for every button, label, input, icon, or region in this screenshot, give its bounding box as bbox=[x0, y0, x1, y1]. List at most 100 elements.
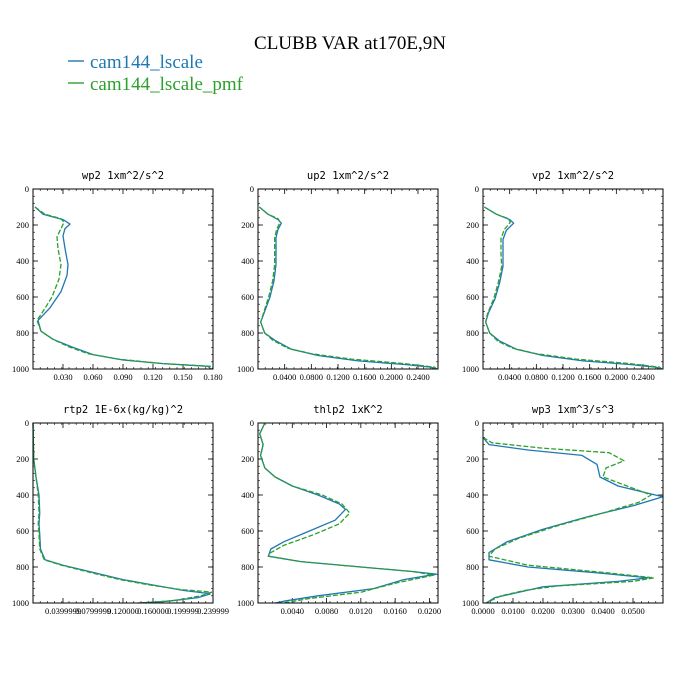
series-line-lscale bbox=[259, 422, 437, 604]
panel-title: vp2 1xm^2/s^2 bbox=[532, 170, 614, 182]
x-tick-label: 0.0040 bbox=[281, 606, 304, 616]
y-tick-label: 0 bbox=[250, 184, 254, 194]
panel-frame bbox=[32, 422, 214, 604]
panel-title: wp3 1xm^3/s^3 bbox=[532, 404, 614, 416]
x-tick-label: 0.2000 bbox=[605, 372, 628, 382]
series-line-lscale bbox=[34, 206, 212, 370]
y-tick-label: 0 bbox=[25, 418, 29, 428]
y-tick-label: 400 bbox=[466, 256, 479, 266]
y-tick-label: 800 bbox=[466, 562, 479, 572]
panel-6: wp3 1xm^3/s^3 0.0000 0.0100 0.0200 0.0300 0.0… bbox=[462, 404, 664, 616]
x-tick-label: 0.060 bbox=[83, 372, 102, 382]
series-line-lscale bbox=[483, 206, 660, 370]
series-line-lscale-pmf bbox=[258, 206, 438, 370]
y-tick-label: 1000 bbox=[12, 598, 29, 608]
x-tick-label: 0.0200 bbox=[531, 606, 554, 616]
panel-frame bbox=[257, 422, 439, 604]
y-tick-label: 400 bbox=[241, 256, 254, 266]
y-tick-label: 600 bbox=[241, 292, 254, 302]
x-tick-label: 0.0400 bbox=[498, 372, 521, 382]
y-tick-label: 200 bbox=[466, 220, 479, 230]
y-tick-label: 200 bbox=[241, 454, 254, 464]
x-tick-label: 0.0120 bbox=[349, 606, 372, 616]
x-tick-label: 0.030 bbox=[53, 372, 72, 382]
x-tick-label: 0.2000 bbox=[380, 372, 403, 382]
series-line-lscale-pmf bbox=[32, 422, 213, 604]
x-tick-label: 0.0100 bbox=[501, 606, 524, 616]
x-tick-label: 0.150 bbox=[173, 372, 192, 382]
panel-2: up2 1xm^2/s^2 0.0400 0.0800 0.1200 0.1600 0.2… bbox=[237, 170, 439, 382]
y-tick-label: 800 bbox=[16, 328, 29, 338]
y-tick-label: 1000 bbox=[12, 364, 29, 374]
panel-title: thlp2 1xK^2 bbox=[313, 404, 383, 416]
legend: cam144_lscale cam144_lscale_pmf bbox=[68, 52, 244, 95]
x-tick-label: 0.2400 bbox=[631, 372, 654, 382]
y-tick-label: 200 bbox=[241, 220, 254, 230]
panel-frame bbox=[32, 188, 214, 370]
x-tick-label: 0.199999 bbox=[167, 606, 199, 616]
x-tick-label: 0.2400 bbox=[406, 372, 429, 382]
x-tick-label: 0.0300 bbox=[561, 606, 584, 616]
x-tick-label: 0.120 bbox=[143, 372, 162, 382]
y-tick-label: 800 bbox=[16, 562, 29, 572]
y-tick-label: 600 bbox=[466, 526, 479, 536]
y-tick-label: 400 bbox=[16, 256, 29, 266]
y-tick-label: 800 bbox=[466, 328, 479, 338]
series-line-lscale-pmf bbox=[482, 436, 655, 604]
panel-frame bbox=[257, 188, 439, 370]
x-tick-label: 0.1600 bbox=[578, 372, 601, 382]
panel-4: rtp2 1E-6x(kg/kg)^20.03999990.07999990.1… bbox=[12, 404, 229, 616]
y-tick-label: 200 bbox=[16, 454, 29, 464]
x-tick-label: 0.120000 bbox=[107, 606, 139, 616]
panel-title: rtp2 1E-6x(kg/kg)^2 bbox=[63, 404, 183, 416]
y-tick-label: 600 bbox=[16, 292, 29, 302]
y-tick-label: 600 bbox=[466, 292, 479, 302]
panel-1: wp2 1xm^2/s^2 0.030 0.060 0.090 0.120 0.150 0.… bbox=[12, 170, 223, 382]
x-tick-label: 0.0799999 bbox=[75, 606, 111, 616]
x-tick-label: 0.160000 bbox=[137, 606, 169, 616]
y-tick-label: 1000 bbox=[237, 598, 254, 608]
series-line-lscale-pmf bbox=[34, 206, 214, 370]
x-tick-label: 0.0200 bbox=[418, 606, 441, 616]
x-tick-label: 0.0080 bbox=[315, 606, 338, 616]
panel-3: vp2 1xm^2/s^2 0.0400 0.0800 0.1200 0.1600 0.2… bbox=[462, 170, 664, 382]
series-line-lscale bbox=[258, 206, 435, 370]
y-tick-label: 1000 bbox=[462, 598, 479, 608]
x-tick-label: 0.1600 bbox=[353, 372, 376, 382]
x-tick-label: 0.239999 bbox=[197, 606, 229, 616]
x-tick-label: 0.0400 bbox=[591, 606, 614, 616]
x-tick-label: 0.0500 bbox=[621, 606, 644, 616]
legend-label-lscale-pmf: cam144_lscale_pmf bbox=[90, 74, 244, 95]
y-tick-label: 400 bbox=[16, 490, 29, 500]
x-tick-label: 0.1200 bbox=[551, 372, 574, 382]
panel-title: up2 1xm^2/s^2 bbox=[307, 170, 389, 182]
panel-5: thlp2 1xK^2 0.0040 0.0080 0.0120 0.0160 0.020… bbox=[237, 404, 441, 616]
x-tick-label: 0.0400 bbox=[273, 372, 296, 382]
y-tick-label: 600 bbox=[16, 526, 29, 536]
y-tick-label: 800 bbox=[241, 562, 254, 572]
panel-title: wp2 1xm^2/s^2 bbox=[82, 170, 164, 182]
x-tick-label: 0.0160 bbox=[383, 606, 406, 616]
x-tick-label: 0.0800 bbox=[525, 372, 548, 382]
series-line-lscale bbox=[482, 436, 664, 604]
y-tick-label: 1000 bbox=[462, 364, 479, 374]
y-tick-label: 400 bbox=[466, 490, 479, 500]
series-line-lscale-pmf bbox=[259, 422, 435, 604]
y-tick-label: 0 bbox=[475, 184, 479, 194]
y-tick-label: 800 bbox=[241, 328, 254, 338]
y-tick-label: 0 bbox=[475, 418, 479, 428]
x-tick-label: 0.0000 bbox=[471, 606, 494, 616]
x-tick-label: 0.090 bbox=[113, 372, 132, 382]
y-tick-label: 200 bbox=[16, 220, 29, 230]
y-tick-label: 1000 bbox=[237, 364, 254, 374]
figure-title: CLUBB VAR at170E,9N bbox=[254, 33, 446, 54]
y-tick-label: 0 bbox=[25, 184, 29, 194]
y-tick-label: 0 bbox=[250, 418, 254, 428]
series-line-lscale-pmf bbox=[483, 206, 663, 370]
y-tick-label: 400 bbox=[241, 490, 254, 500]
series-line-lscale bbox=[32, 422, 211, 604]
x-tick-label: 0.0800 bbox=[300, 372, 323, 382]
panel-frame bbox=[482, 422, 664, 604]
legend-label-lscale: cam144_lscale bbox=[90, 52, 203, 73]
y-tick-label: 200 bbox=[466, 454, 479, 464]
